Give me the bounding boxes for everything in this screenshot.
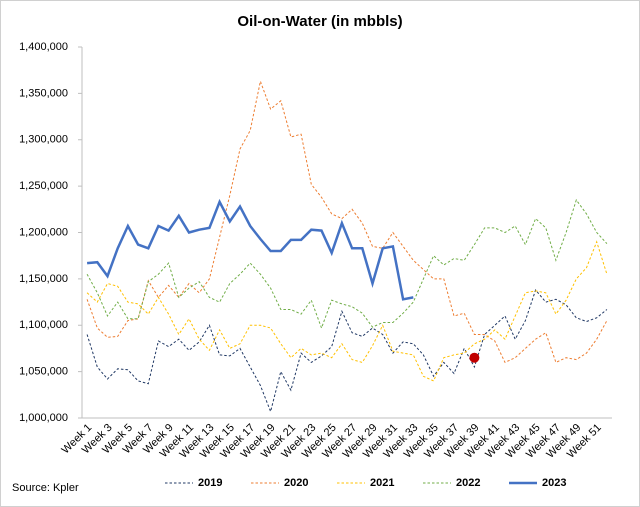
source: Source: Kpler <box>12 482 79 494</box>
series-line <box>86 198 414 301</box>
legend-label: 2020 <box>284 477 308 489</box>
y-tick-label: 1,300,000 <box>19 134 68 146</box>
series-line <box>86 79 608 364</box>
y-tick-label: 1,100,000 <box>19 319 68 331</box>
series-line <box>86 240 608 382</box>
legend-label: 2022 <box>456 477 480 489</box>
series-line <box>86 198 608 330</box>
legend-label: 2021 <box>370 477 394 489</box>
highlight-point <box>469 352 480 363</box>
y-tick-label: 1,150,000 <box>19 273 68 285</box>
legend-label: 2023 <box>542 477 566 489</box>
y-tick-label: 1,350,000 <box>19 87 68 99</box>
chart-title: Oil-on-Water (in mbbls) <box>237 13 402 30</box>
y-tick-label: 1,400,000 <box>19 41 68 53</box>
legend-label: 2019 <box>198 477 222 489</box>
y-tick-label: 1,000,000 <box>19 412 68 424</box>
y-tick-label: 1,050,000 <box>19 366 68 378</box>
y-tick-label: 1,200,000 <box>19 226 68 238</box>
y-tick-label: 1,250,000 <box>19 180 68 192</box>
